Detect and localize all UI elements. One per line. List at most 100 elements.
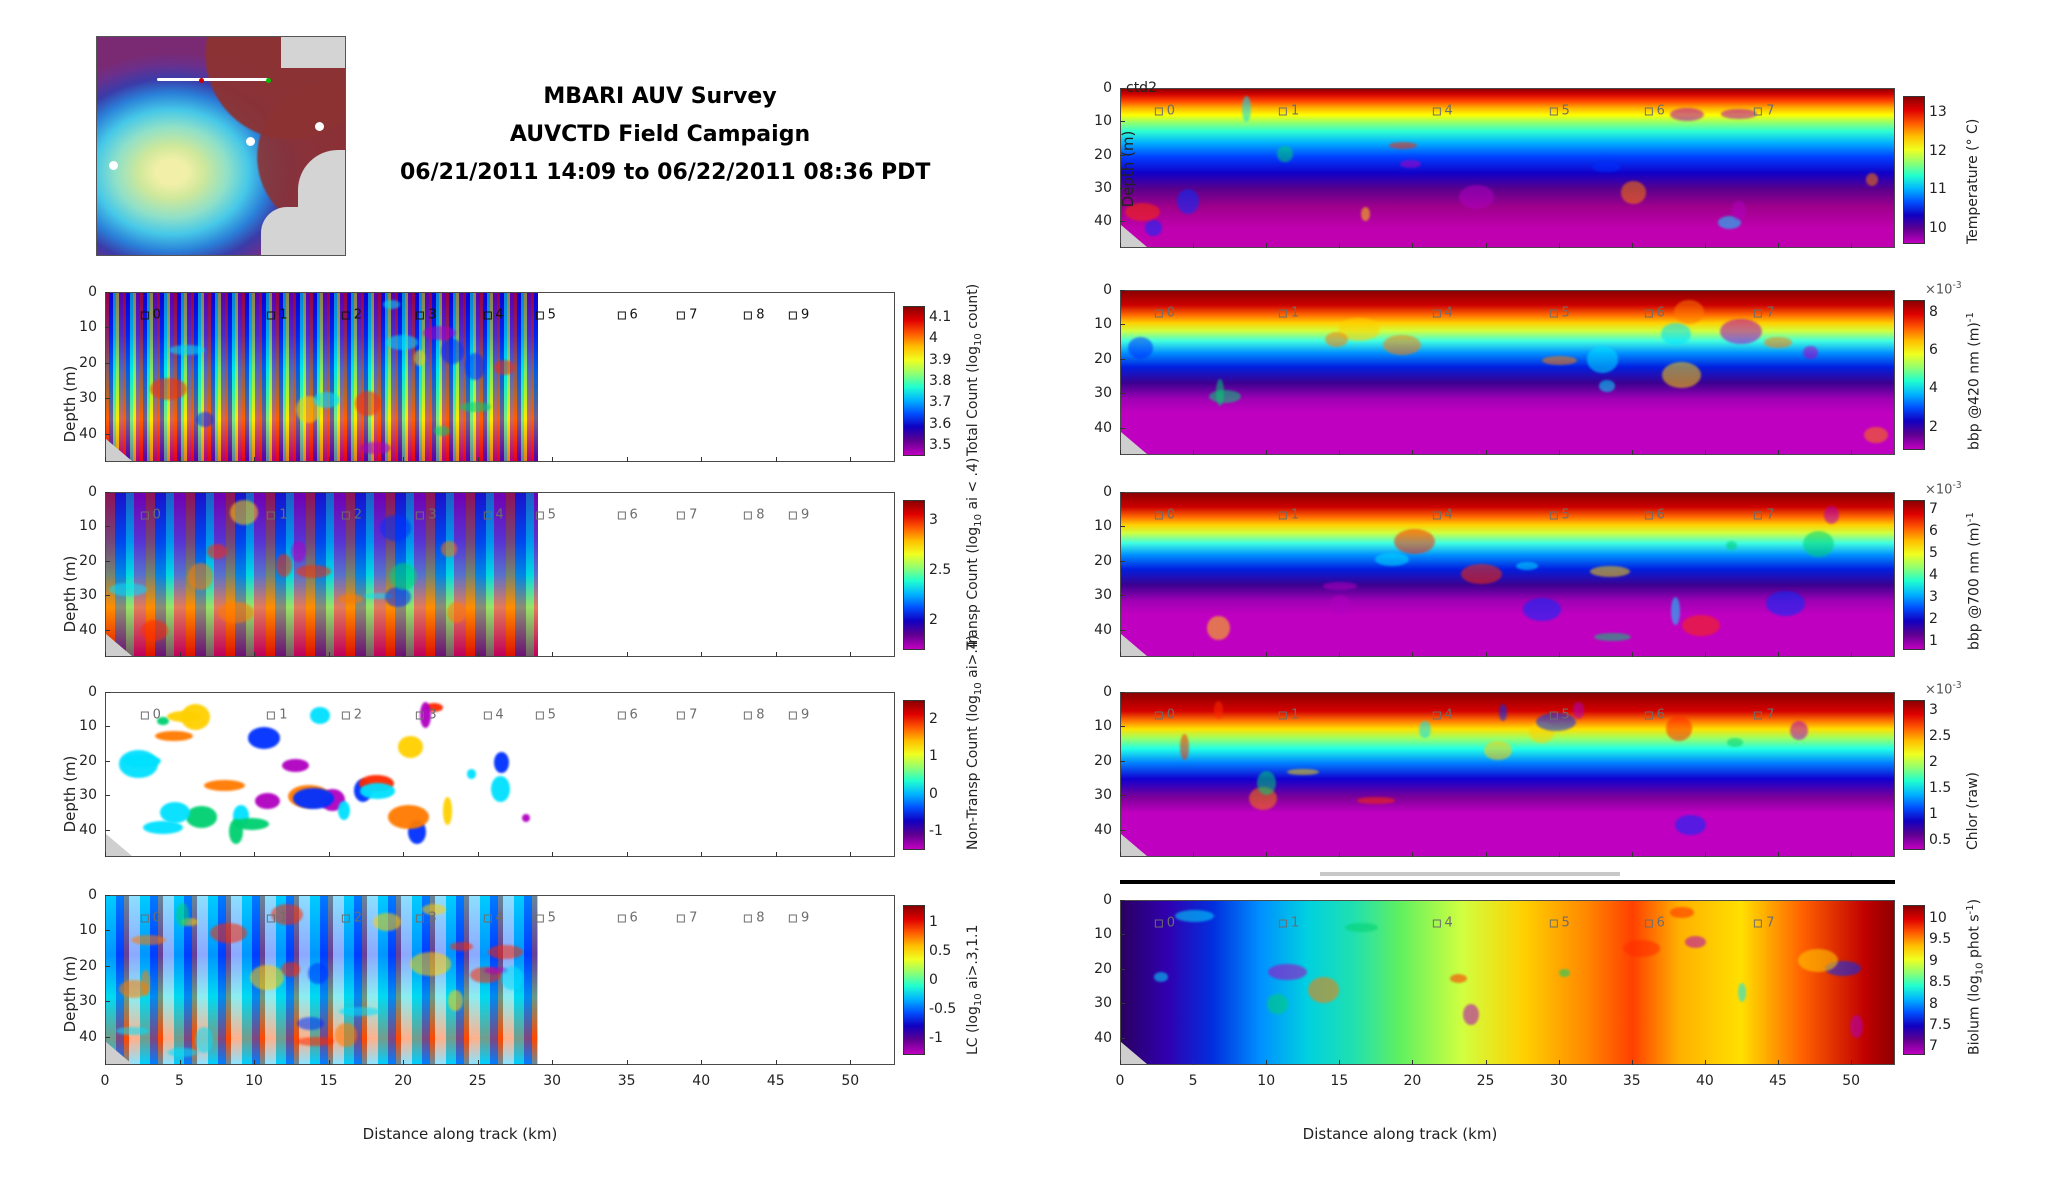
station-marker-6[interactable]: 6 (1644, 708, 1665, 723)
station-marker-7[interactable]: 7 (677, 708, 697, 723)
station-marker-2[interactable]: 2 (341, 708, 362, 723)
colorbar-axis-label: LC (log10 ai>.3,1.1 (965, 924, 984, 1055)
station-marker-5[interactable]: 5 (535, 911, 556, 926)
station-marker-4[interactable]: 4 (1432, 708, 1453, 723)
station-marker-5[interactable]: 5 (1549, 507, 1570, 523)
station-label: 2 (353, 307, 363, 323)
station-label: 5 (1561, 507, 1570, 523)
x-tick-label: 40 (692, 1073, 711, 1089)
station-marker-0[interactable]: 0 (1154, 104, 1175, 119)
contour-blob (440, 540, 457, 557)
x-tick-mark (775, 652, 777, 657)
station-marker-0[interactable]: 0 (140, 911, 161, 926)
station-label: 6 (1656, 507, 1665, 523)
station-marker-7[interactable]: 7 (677, 508, 697, 523)
station-marker-6[interactable]: 6 (617, 708, 638, 723)
station-marker-9[interactable]: 9 (788, 507, 810, 523)
station-marker-5[interactable]: 5 (1549, 708, 1570, 723)
station-marker-6[interactable]: 6 (617, 308, 638, 323)
station-square-icon (788, 711, 797, 719)
station-label: 9 (800, 507, 810, 523)
colorbar-tick-label: 1 (1929, 805, 1938, 822)
station-marker-5[interactable]: 5 (535, 308, 556, 323)
station-marker-0[interactable]: 0 (1154, 508, 1175, 523)
station-marker-8[interactable]: 8 (744, 708, 765, 723)
station-marker-1[interactable]: 1 (1279, 508, 1299, 523)
station-marker-0[interactable]: 0 (140, 508, 161, 523)
station-marker-1[interactable]: 1 (1279, 916, 1299, 931)
colorbar-tick-label: 8.5 (1929, 974, 1952, 991)
station-marker-7[interactable]: 7 (677, 308, 697, 323)
station-marker-3[interactable]: 3 (416, 911, 437, 926)
contour-blob (295, 565, 331, 579)
station-marker-7[interactable]: 7 (1754, 508, 1775, 523)
station-marker-6[interactable]: 6 (1644, 306, 1665, 321)
x-tick-mark (105, 1060, 106, 1065)
station-marker-7[interactable]: 7 (1754, 708, 1775, 723)
station-marker-5[interactable]: 5 (535, 508, 556, 523)
station-marker-4[interactable]: 4 (1432, 508, 1453, 523)
station-marker-2[interactable]: 2 (341, 911, 362, 926)
station-marker-8[interactable]: 8 (744, 308, 765, 323)
station-marker-4[interactable]: 4 (1432, 916, 1453, 931)
station-marker-4[interactable]: 4 (483, 308, 504, 323)
contour-blob (140, 620, 169, 642)
station-marker-0[interactable]: 0 (140, 708, 161, 723)
colorbar-total-count (903, 306, 925, 456)
station-marker-0[interactable]: 0 (1154, 306, 1175, 321)
station-marker-5[interactable]: 5 (1549, 916, 1570, 931)
station-marker-9[interactable]: 9 (788, 308, 809, 323)
station-marker-4[interactable]: 4 (1432, 103, 1453, 119)
contour-blob (1863, 426, 1888, 444)
x-tick-label: 30 (1549, 1073, 1568, 1089)
y-tick-mark (1120, 492, 1125, 493)
station-marker-1[interactable]: 1 (1279, 306, 1299, 321)
station-marker-2[interactable]: 2 (341, 508, 362, 523)
station-marker-7[interactable]: 7 (1754, 916, 1775, 931)
station-marker-0[interactable]: 0 (140, 308, 161, 323)
station-marker-8[interactable]: 8 (744, 508, 765, 523)
station-marker-6[interactable]: 6 (1644, 916, 1665, 931)
station-marker-3[interactable]: 3 (416, 308, 437, 323)
station-marker-1[interactable]: 1 (1279, 104, 1299, 119)
station-marker-2[interactable]: 2 (341, 307, 363, 323)
y-tick-label: 10 (1094, 316, 1112, 333)
x-tick-mark (552, 1060, 554, 1065)
station-square-icon (341, 511, 350, 519)
station-marker-6[interactable]: 6 (1644, 104, 1665, 119)
station-marker-1[interactable]: 1 (267, 508, 288, 523)
station-marker-6[interactable]: 6 (617, 508, 638, 523)
station-marker-7[interactable]: 7 (1754, 104, 1775, 119)
station-marker-0[interactable]: 0 (1154, 916, 1175, 931)
station-marker-7[interactable]: 7 (677, 911, 697, 926)
station-marker-4[interactable]: 4 (483, 508, 504, 523)
station-marker-4[interactable]: 4 (483, 708, 504, 723)
station-marker-5[interactable]: 5 (1549, 104, 1570, 119)
station-marker-9[interactable]: 9 (788, 708, 809, 723)
station-marker-9[interactable]: 9 (788, 911, 809, 926)
y-tick-label: 30 (1094, 995, 1112, 1012)
station-marker-1[interactable]: 1 (1279, 708, 1299, 723)
station-marker-8[interactable]: 8 (744, 911, 765, 926)
station-label: 4 (1444, 103, 1453, 119)
station-marker-3[interactable]: 3 (416, 708, 437, 723)
station-marker-1[interactable]: 1 (267, 308, 288, 323)
y-tick-mark (1120, 88, 1125, 89)
station-marker-3[interactable]: 3 (416, 508, 437, 523)
station-marker-0[interactable]: 0 (1154, 708, 1175, 723)
contour-blob (1670, 907, 1695, 918)
station-label: 4 (1444, 305, 1453, 321)
y-tick-mark (105, 560, 110, 562)
station-marker-6[interactable]: 6 (1644, 507, 1665, 523)
station-square-icon (1154, 919, 1163, 927)
station-marker-4[interactable]: 4 (483, 911, 504, 926)
station-marker-1[interactable]: 1 (267, 708, 288, 723)
station-marker-7[interactable]: 7 (1754, 306, 1775, 321)
station-marker-6[interactable]: 6 (617, 911, 638, 926)
station-marker-4[interactable]: 4 (1432, 305, 1453, 321)
y-tick-mark (105, 595, 110, 597)
station-marker-5[interactable]: 5 (535, 708, 556, 723)
contour-blob (1308, 977, 1339, 1004)
station-marker-5[interactable]: 5 (1549, 306, 1570, 321)
station-marker-1[interactable]: 1 (267, 911, 288, 926)
